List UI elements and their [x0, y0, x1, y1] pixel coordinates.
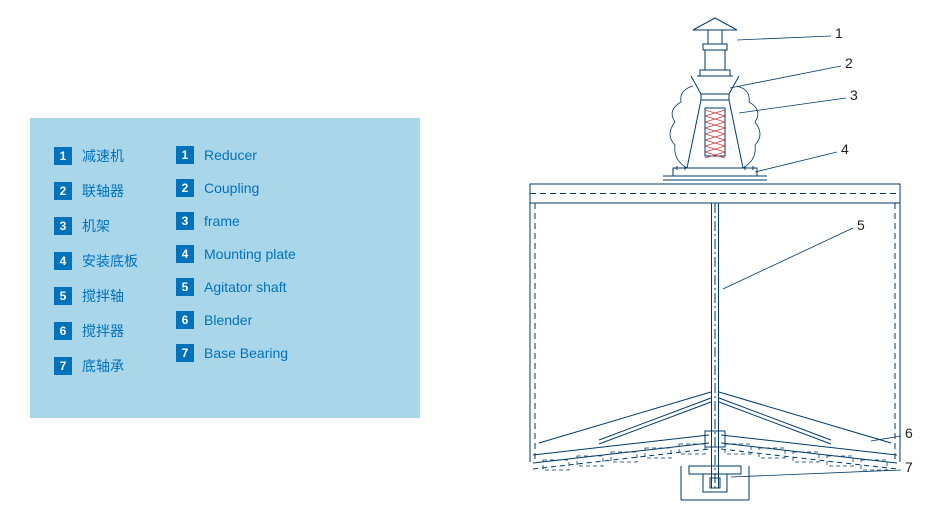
legend-item: 2 Coupling — [176, 179, 296, 197]
legend-item: 4 安装底板 — [54, 251, 138, 271]
legend-label: 减速机 — [82, 146, 124, 166]
num-badge: 3 — [176, 212, 194, 230]
mechanical-diagram: 12 3 4 5 6 7 — [505, 10, 915, 510]
svg-text:5: 5 — [857, 217, 865, 233]
legend-item: 6 Blender — [176, 311, 296, 329]
legend-item: 4 Mounting plate — [176, 245, 296, 263]
legend-columns: 1 减速机 2 联轴器 3 机架 4 安装底板 5 搅拌轴 6 搅拌器 7 底轴承 1 Redu… — [54, 146, 396, 376]
legend-label: frame — [204, 213, 240, 229]
legend-label: Coupling — [204, 180, 259, 196]
legend-label: Blender — [204, 312, 252, 328]
num-badge: 7 — [54, 357, 72, 375]
legend-item: 7 底轴承 — [54, 356, 138, 376]
num-badge: 6 — [54, 322, 72, 340]
legend-item: 5 搅拌轴 — [54, 286, 138, 306]
legend-item: 5 Agitator shaft — [176, 278, 296, 296]
diagram-svg: 12 3 4 5 6 7 — [505, 10, 915, 510]
num-badge: 4 — [54, 252, 72, 270]
legend-label: 底轴承 — [82, 356, 124, 376]
svg-text:1: 1 — [835, 25, 843, 41]
legend-label: 安装底板 — [82, 251, 138, 271]
legend-col-en: 1 Reducer 2 Coupling 3 frame 4 Mounting plat… — [176, 146, 296, 376]
legend-item: 1 减速机 — [54, 146, 138, 166]
legend-col-cn: 1 减速机 2 联轴器 3 机架 4 安装底板 5 搅拌轴 6 搅拌器 7 底轴承 — [54, 146, 138, 376]
num-badge: 3 — [54, 217, 72, 235]
svg-text:2: 2 — [845, 55, 853, 71]
legend-item: 3 frame — [176, 212, 296, 230]
num-badge: 6 — [176, 311, 194, 329]
svg-text:4: 4 — [841, 141, 849, 157]
svg-text:6: 6 — [905, 425, 913, 441]
num-badge: 2 — [176, 179, 194, 197]
legend-item: 2 联轴器 — [54, 181, 138, 201]
num-badge: 7 — [176, 344, 194, 362]
legend-label: 联轴器 — [82, 181, 124, 201]
legend-item: 1 Reducer — [176, 146, 296, 164]
legend-label: Agitator shaft — [204, 279, 287, 295]
svg-text:3: 3 — [850, 87, 858, 103]
legend-item: 7 Base Bearing — [176, 344, 296, 362]
svg-text:7: 7 — [905, 459, 913, 475]
legend-label: 搅拌轴 — [82, 286, 124, 306]
num-badge: 1 — [176, 146, 194, 164]
legend-label: Base Bearing — [204, 345, 288, 361]
num-badge: 2 — [54, 182, 72, 200]
legend-label: 搅拌器 — [82, 321, 124, 341]
num-badge: 4 — [176, 245, 194, 263]
legend-panel: 1 减速机 2 联轴器 3 机架 4 安装底板 5 搅拌轴 6 搅拌器 7 底轴承 1 Redu… — [30, 118, 420, 418]
num-badge: 1 — [54, 147, 72, 165]
legend-label: 机架 — [82, 216, 110, 236]
legend-item: 6 搅拌器 — [54, 321, 138, 341]
legend-label: Reducer — [204, 147, 257, 163]
legend-item: 3 机架 — [54, 216, 138, 236]
legend-label: Mounting plate — [204, 246, 296, 262]
num-badge: 5 — [176, 278, 194, 296]
num-badge: 5 — [54, 287, 72, 305]
